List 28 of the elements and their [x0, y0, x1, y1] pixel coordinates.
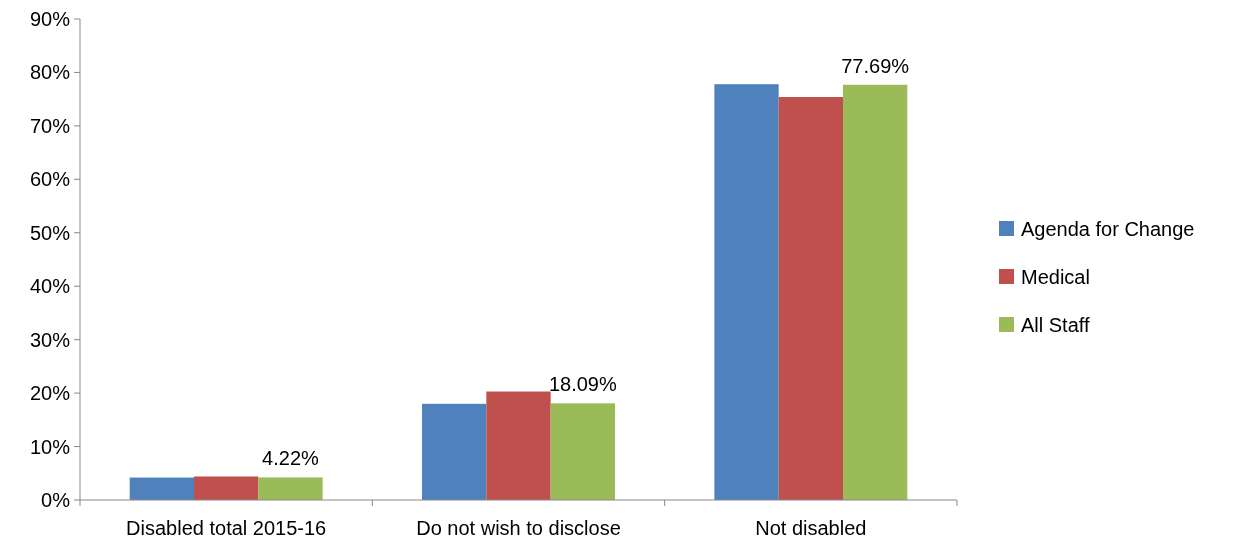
- y-tick-label: 30%: [29, 328, 71, 351]
- y-tick-label: 40%: [29, 275, 71, 298]
- y-tick-label: 90%: [29, 8, 71, 30]
- legend-label: Medical: [1021, 266, 1090, 288]
- x-tick-label: Disabled total 2015-16: [126, 517, 327, 539]
- data-label: 4.22%: [262, 447, 320, 470]
- legend-label: Agenda for Change: [1021, 218, 1195, 240]
- y-tick-label: 60%: [29, 168, 71, 191]
- bar: [842, 84, 908, 500]
- bar: [778, 97, 843, 500]
- y-tick-label: 20%: [29, 382, 71, 405]
- y-tick-label: 80%: [29, 61, 71, 84]
- y-tick-label: 0%: [41, 489, 71, 511]
- data-label: 18.09%: [548, 373, 617, 396]
- bar: [550, 403, 615, 500]
- bar: [194, 476, 259, 500]
- x-tick-label: Not disabled: [755, 517, 867, 539]
- y-tick-label: 70%: [29, 114, 71, 137]
- bar: [486, 391, 551, 500]
- data-label: 77.69%: [841, 54, 910, 77]
- bar: [258, 477, 323, 500]
- x-tick-label: Do not wish to disclose: [416, 517, 621, 539]
- bar: [422, 403, 487, 500]
- legend-label: All Staff: [1021, 314, 1090, 336]
- y-tick-label: 50%: [29, 221, 71, 244]
- bar: [714, 84, 779, 500]
- bar: [129, 477, 195, 500]
- y-tick-label: 10%: [29, 435, 71, 458]
